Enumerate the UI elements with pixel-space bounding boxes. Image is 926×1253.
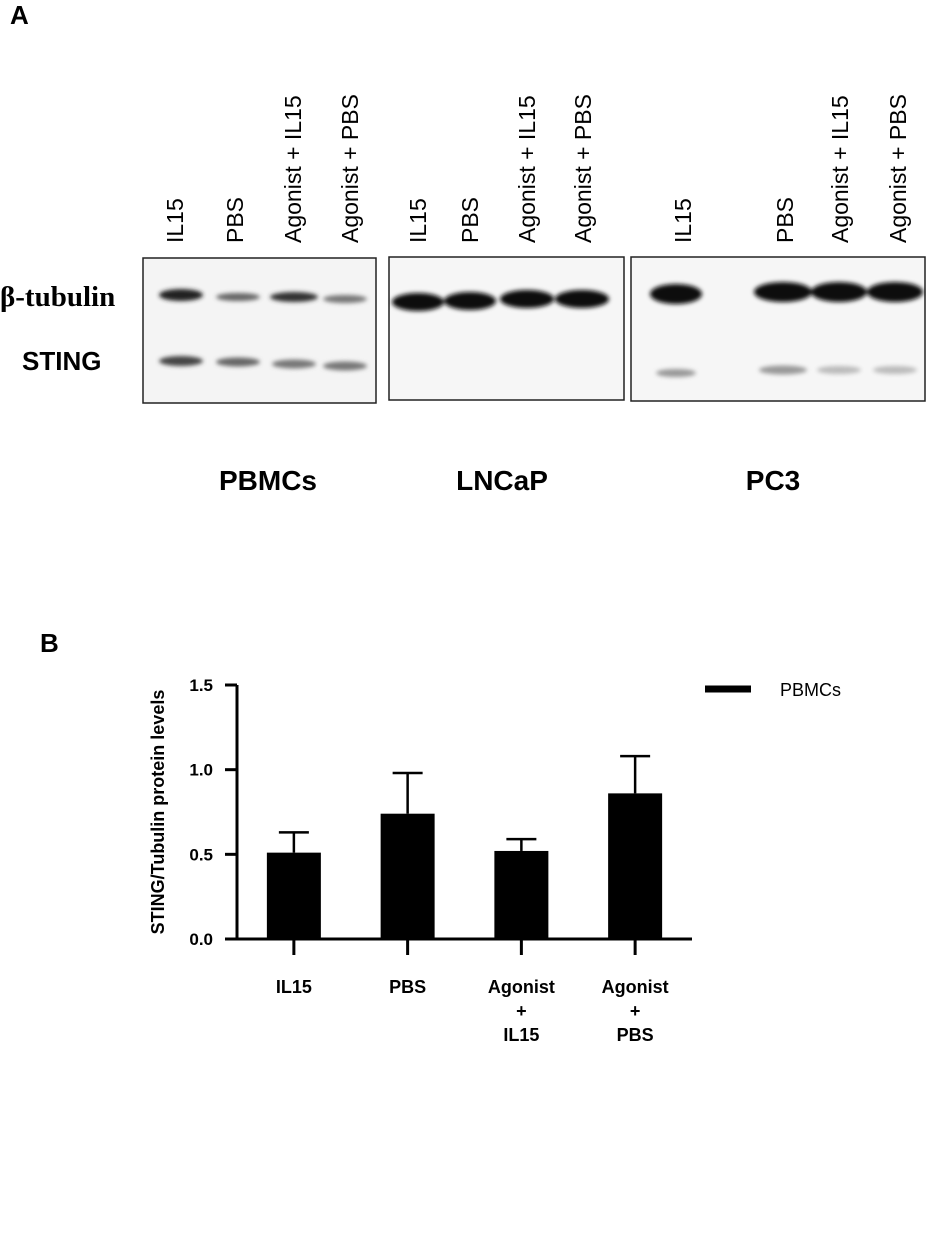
blot bbox=[142, 257, 377, 404]
lane-label: PBS bbox=[222, 197, 248, 243]
x-tick-label: PBS bbox=[389, 977, 427, 997]
y-tick-label: 0.5 bbox=[189, 845, 213, 864]
lane-label: IL15 bbox=[670, 198, 696, 243]
y-axis-label: STING/Tubulin protein levels bbox=[148, 690, 168, 935]
blot-name: PBMCs bbox=[219, 465, 317, 496]
x-tick-label: Agonist + IL15 bbox=[487, 977, 555, 1045]
error-bar bbox=[506, 837, 537, 851]
x-tick-label: Agonist + PBS bbox=[601, 977, 669, 1045]
row-label: STING bbox=[22, 346, 101, 376]
bands bbox=[159, 282, 923, 377]
error-bar bbox=[392, 771, 423, 814]
lane-label: Agonist + PBS bbox=[885, 94, 911, 243]
bar bbox=[608, 793, 663, 939]
panel-label: A bbox=[10, 0, 29, 30]
blot bbox=[388, 256, 625, 401]
panel-label: B bbox=[40, 628, 59, 658]
x-tick-label: IL15 bbox=[275, 977, 312, 997]
error-bar bbox=[620, 754, 651, 794]
lane-label: Agonist + IL15 bbox=[827, 95, 853, 243]
y-tick-label: 0.0 bbox=[189, 930, 213, 949]
lane-label: Agonist + IL15 bbox=[514, 95, 540, 243]
bar bbox=[494, 850, 549, 939]
blot-name: PC3 bbox=[746, 465, 800, 496]
lane-label: Agonist + PBS bbox=[337, 94, 363, 243]
blot-name: LNCaP bbox=[456, 465, 548, 496]
y-tick-label: 1.5 bbox=[189, 676, 213, 695]
lane-label: Agonist + PBS bbox=[570, 94, 596, 243]
bar bbox=[380, 813, 435, 939]
lane-label: PBS bbox=[457, 197, 483, 243]
lane-label: IL15 bbox=[405, 198, 431, 243]
legend-label: PBMCs bbox=[780, 680, 841, 700]
y-tick-label: 1.0 bbox=[189, 761, 213, 780]
lane-label: IL15 bbox=[162, 198, 188, 243]
lane-label: PBS bbox=[772, 197, 798, 243]
bar bbox=[266, 852, 321, 939]
row-label: β-tubulin bbox=[0, 281, 115, 313]
blot bbox=[630, 256, 926, 402]
lane-label: Agonist + IL15 bbox=[280, 95, 306, 243]
error-bar bbox=[278, 831, 309, 853]
